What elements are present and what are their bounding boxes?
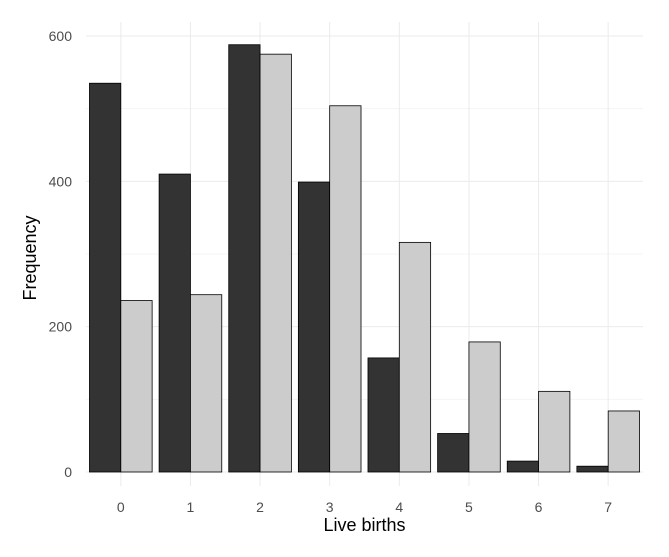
x-tick-label: 0 — [117, 499, 125, 515]
bar-series-1-7 — [576, 465, 609, 473]
bar-series-1-4 — [367, 357, 400, 473]
bar-series-2-4 — [398, 241, 432, 473]
bar-series-1-1 — [158, 173, 191, 473]
x-tick-label: 6 — [535, 499, 543, 515]
bar-series-2-0 — [120, 300, 153, 473]
x-tick-label: 1 — [187, 499, 195, 515]
x-tick-label: 3 — [326, 499, 334, 515]
x-tick-label: 7 — [604, 499, 612, 515]
bar-series-2-5 — [468, 341, 501, 473]
y-tick-label: 200 — [49, 319, 73, 335]
x-tick-label: 2 — [256, 499, 264, 515]
bar-series-1-0 — [89, 82, 122, 473]
y-tick-label: 600 — [49, 28, 73, 44]
x-axis-ticks: 0 1 2 3 4 5 6 7 — [117, 499, 612, 515]
bar-series-1-5 — [437, 433, 470, 473]
bars — [89, 44, 640, 473]
bar-series-2-1 — [190, 294, 223, 473]
bar-series-1-6 — [506, 460, 539, 473]
bar-series-2-2 — [259, 53, 292, 473]
x-tick-label: 5 — [465, 499, 473, 515]
y-tick-label: 400 — [49, 173, 73, 189]
bar-series-2-6 — [538, 390, 571, 473]
y-tick-label: 0 — [64, 464, 72, 480]
bar-series-1-3 — [297, 181, 331, 473]
x-axis-title: Live births — [323, 515, 405, 535]
y-axis-title: Frequency — [20, 215, 40, 300]
y-axis-ticks: 0 200 400 600 — [49, 28, 73, 480]
bar-series-1-2 — [228, 44, 261, 473]
bar-series-2-3 — [329, 105, 362, 473]
x-tick-label: 4 — [395, 499, 403, 515]
bar-series-2-7 — [607, 410, 640, 473]
